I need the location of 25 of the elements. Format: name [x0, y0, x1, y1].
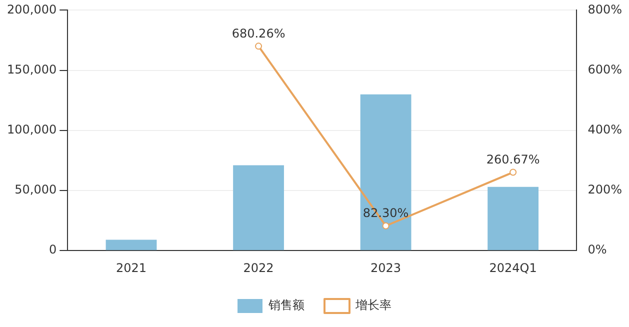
bar [360, 94, 412, 250]
legend-label: 增长率 [354, 298, 392, 312]
y2-tick-label: 600% [588, 62, 622, 76]
point [510, 168, 517, 176]
data-label: 260.67% [486, 152, 540, 166]
bar [106, 240, 157, 250]
y2-tick-label: 200% [588, 182, 622, 197]
bar [488, 186, 539, 250]
x-tick-label: 2021 [116, 260, 147, 275]
x-tick-label: 2022 [243, 260, 274, 275]
y-tick-label: 0 [48, 242, 57, 257]
data-label: 680.26% [232, 26, 286, 40]
point [255, 42, 262, 50]
y2-tick-label: 400% [588, 122, 622, 137]
bar [233, 165, 284, 250]
x-tick-label: 2024Q1 [489, 260, 537, 275]
point [382, 222, 390, 230]
y-tick-label: 200,000 [7, 2, 57, 16]
y-tick-label: 100,000 [7, 122, 57, 137]
y-tick-label: 150,000 [7, 62, 57, 76]
y2-tick-label: 0% [588, 242, 607, 257]
y2-tick-label: 800% [588, 2, 622, 16]
x-tick-label: 2023 [370, 260, 402, 275]
y-tick-label: 50,000 [14, 182, 57, 197]
legend-label: 销售额 [268, 298, 304, 312]
